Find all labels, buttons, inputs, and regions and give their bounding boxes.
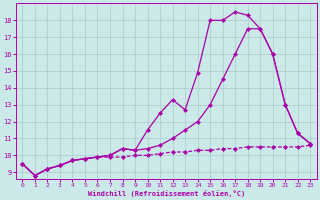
X-axis label: Windchill (Refroidissement éolien,°C): Windchill (Refroidissement éolien,°C): [88, 190, 245, 197]
